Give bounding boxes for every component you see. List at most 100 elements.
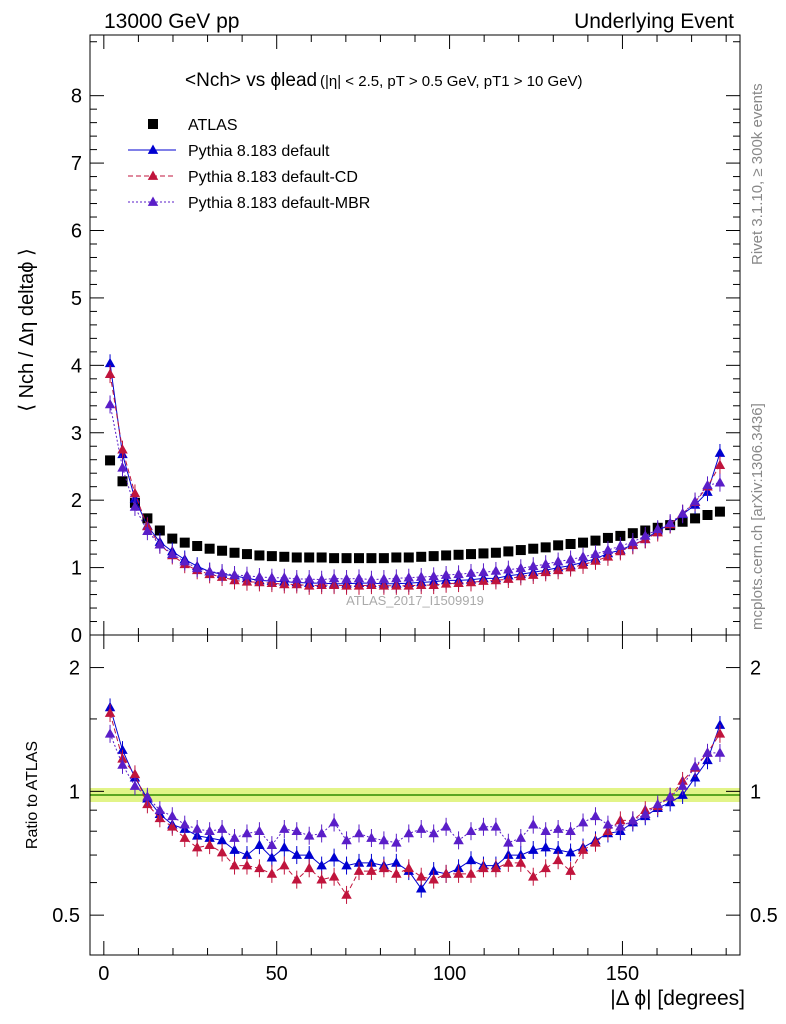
data-point-pythia-8-183-default-mbr xyxy=(453,568,464,579)
data-point-pythia-8-183-default-mbr xyxy=(565,553,576,564)
data-point-atlas xyxy=(602,532,613,543)
data-point-pythia-8-183-default-mbr xyxy=(577,816,589,827)
bottom-series xyxy=(104,698,726,904)
data-point-pythia-8-183-default-cd xyxy=(714,728,726,738)
data-point-pythia-8-183-default xyxy=(341,860,352,870)
data-point-pythia-8-183-default-cd xyxy=(104,368,116,378)
top-ytick-label: 8 xyxy=(71,86,82,108)
data-point-pythia-8-183-default-mbr xyxy=(652,798,663,809)
data-point-pythia-8-183-default-mbr xyxy=(216,823,228,833)
data-point-atlas xyxy=(553,540,564,551)
data-point-pythia-8-183-default-mbr xyxy=(528,819,539,829)
data-point-pythia-8-183-default xyxy=(552,844,564,854)
data-point-pythia-8-183-default-cd xyxy=(191,842,203,852)
data-point-pythia-8-183-default-mbr xyxy=(552,823,564,833)
data-point-pythia-8-183-default-mbr xyxy=(104,398,116,409)
data-point-pythia-8-183-default xyxy=(117,744,128,754)
data-point-atlas xyxy=(341,553,352,564)
data-point-atlas xyxy=(353,553,364,564)
data-point-pythia-8-183-default-mbr xyxy=(428,827,439,838)
data-point-pythia-8-183-default-mbr xyxy=(478,821,489,831)
data-point-pythia-8-183-default-mbr xyxy=(714,747,726,757)
legend-marker-pythia-8-183-default-mbr xyxy=(147,196,159,206)
data-point-pythia-8-183-default-cd xyxy=(266,868,278,878)
data-point-pythia-8-183-default-mbr xyxy=(490,565,502,575)
data-point-pythia-8-183-default-mbr xyxy=(129,501,141,511)
data-point-pythia-8-183-default xyxy=(241,849,253,859)
data-point-atlas xyxy=(490,547,501,558)
data-point-pythia-8-183-default-cd xyxy=(129,768,141,779)
data-point-pythia-8-183-default-mbr xyxy=(664,791,676,801)
xtick-label: 0 xyxy=(98,963,109,985)
data-point-atlas xyxy=(528,543,539,554)
data-point-pythia-8-183-default-cd xyxy=(129,487,141,498)
data-point-atlas xyxy=(615,530,626,541)
data-point-pythia-8-183-default-mbr xyxy=(702,479,713,490)
data-point-atlas xyxy=(266,551,277,562)
data-point-atlas xyxy=(366,553,377,564)
data-point-pythia-8-183-default-mbr xyxy=(627,814,639,825)
data-point-pythia-8-183-default-mbr xyxy=(428,570,439,581)
data-point-atlas xyxy=(279,551,290,562)
data-point-pythia-8-183-default-mbr xyxy=(465,825,477,836)
data-point-pythia-8-183-default-mbr xyxy=(104,728,116,738)
bottom-ytick-label-right: 1 xyxy=(750,781,761,803)
data-point-pythia-8-183-default xyxy=(266,852,278,862)
rivet-label: Rivet 3.1.10, ≥ 300k events xyxy=(749,83,766,265)
legend-marker-pythia-8-183-default-cd xyxy=(147,170,159,180)
data-point-atlas xyxy=(154,525,165,536)
data-point-atlas xyxy=(515,545,526,556)
data-point-pythia-8-183-default-mbr xyxy=(440,569,452,579)
bottom-panel: 0 50 100 150 0.5 0.5 1 1 2 2 Ratio to ATLAS |Δ ϕ|… xyxy=(24,634,778,1010)
top-ytick-label: 5 xyxy=(71,288,82,310)
bottom-ytick-label-right: 2 xyxy=(750,658,761,680)
data-point-pythia-8-183-default-mbr xyxy=(316,574,327,584)
data-point-atlas xyxy=(690,513,701,524)
data-point-pythia-8-183-default-cd xyxy=(341,889,352,899)
series-pythia-8-183-default xyxy=(104,354,726,593)
data-point-atlas xyxy=(714,506,725,517)
data-point-pythia-8-183-default xyxy=(316,860,327,870)
data-point-pythia-8-183-default-mbr xyxy=(279,823,290,833)
data-point-pythia-8-183-default-mbr xyxy=(117,462,128,472)
data-point-pythia-8-183-default xyxy=(216,834,228,845)
data-point-pythia-8-183-default-mbr xyxy=(241,570,253,580)
top-title-main: <Nch> vs ϕlead xyxy=(185,70,317,91)
data-point-atlas xyxy=(578,537,589,548)
series-line-pythia-8-183-default-cd xyxy=(109,374,721,587)
data-point-pythia-8-183-default xyxy=(229,844,240,854)
data-point-pythia-8-183-default-mbr xyxy=(602,819,614,829)
data-point-pythia-8-183-default-cd xyxy=(279,860,290,870)
data-point-pythia-8-183-default-mbr xyxy=(142,525,153,536)
data-point-pythia-8-183-default-cd xyxy=(117,444,128,454)
data-point-pythia-8-183-default-cd xyxy=(565,865,576,875)
data-point-atlas xyxy=(204,543,215,554)
data-point-pythia-8-183-default-mbr xyxy=(154,539,166,549)
bottom-ylabel: Ratio to ATLAS xyxy=(24,741,41,849)
data-point-pythia-8-183-default-cd xyxy=(552,854,564,865)
data-point-pythia-8-183-default-mbr xyxy=(229,832,240,842)
data-point-pythia-8-183-default-mbr xyxy=(640,530,651,540)
data-point-pythia-8-183-default-mbr xyxy=(590,548,601,558)
data-point-atlas xyxy=(304,552,315,563)
data-point-pythia-8-183-default-cd xyxy=(428,874,439,884)
data-point-atlas xyxy=(702,510,713,520)
data-point-pythia-8-183-default-mbr xyxy=(216,567,228,577)
top-series xyxy=(104,354,726,595)
data-point-pythia-8-183-default-cd xyxy=(590,837,601,847)
data-point-atlas xyxy=(192,541,203,552)
xtick-label: 100 xyxy=(433,963,466,985)
legend-label-atlas: ATLAS xyxy=(188,117,238,134)
data-point-atlas xyxy=(254,550,265,561)
top-title-cuts: (|η| < 2.5, pT > 0.5 GeV, pT1 > 10 GeV) xyxy=(320,73,583,90)
data-point-pythia-8-183-default-cd xyxy=(528,871,539,881)
data-point-pythia-8-183-default-mbr xyxy=(341,834,352,845)
top-ytick-label: 2 xyxy=(71,490,82,512)
data-point-pythia-8-183-default-mbr xyxy=(478,566,489,577)
data-point-pythia-8-183-default-mbr xyxy=(490,821,502,831)
data-point-pythia-8-183-default-mbr xyxy=(689,760,701,771)
data-point-pythia-8-183-default-mbr xyxy=(266,839,278,849)
data-point-pythia-8-183-default-cd xyxy=(353,865,365,875)
data-point-pythia-8-183-default-mbr xyxy=(254,825,265,836)
data-point-pythia-8-183-default-mbr xyxy=(229,569,240,579)
